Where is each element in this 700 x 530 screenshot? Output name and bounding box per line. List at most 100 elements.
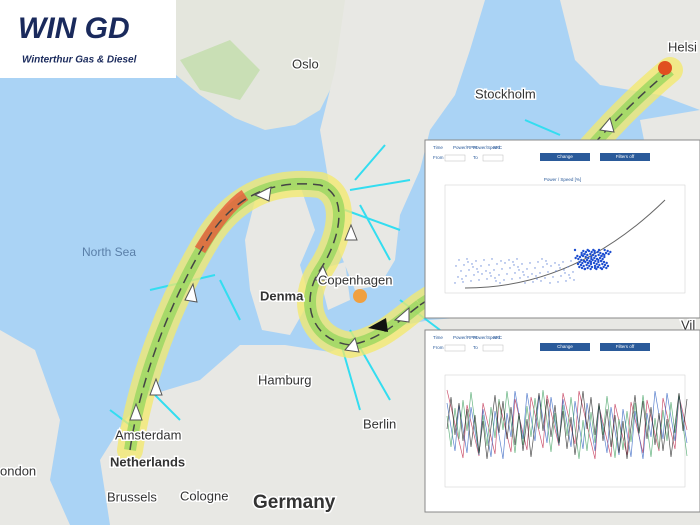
scatter-dot: [514, 272, 516, 274]
scatter-dot: [591, 258, 594, 262]
button[interactable]: [540, 153, 590, 161]
map-label: Helsi: [668, 39, 697, 54]
button-label[interactable]: Filters off: [616, 344, 635, 349]
scatter-dot: [472, 266, 474, 268]
scatter-dot: [592, 261, 596, 265]
to-label: To: [473, 345, 478, 350]
scatter-dot: [550, 265, 552, 267]
scatter-dot: [516, 258, 518, 260]
input: [482, 154, 504, 162]
scatter-dot: [517, 266, 519, 268]
scatter-dot: [478, 279, 480, 281]
logo-box: [0, 0, 176, 78]
scatter-dot: [501, 268, 503, 270]
logo-title: WIN GD: [18, 12, 130, 45]
scatter-dot: [572, 271, 574, 273]
scatter-dot: [562, 261, 564, 263]
scatter-dot: [601, 262, 604, 266]
scatter-dot: [471, 263, 473, 265]
button-label[interactable]: Change: [557, 344, 573, 349]
scatter-dot: [466, 258, 468, 260]
tab: SFC: [493, 145, 503, 150]
scatter-dot: [559, 267, 561, 269]
scatter-dot: [596, 265, 599, 269]
map-label: ondon: [0, 463, 36, 478]
scatter-dot: [600, 254, 603, 258]
button-label[interactable]: Change: [557, 154, 573, 159]
scatter-dot: [584, 255, 587, 259]
scatter-dot: [603, 248, 606, 252]
scatter-dot: [518, 269, 520, 271]
scatter-dot: [512, 261, 514, 263]
scatter-dot: [567, 266, 569, 268]
scatter-dot: [558, 264, 560, 266]
scatter-dot: [594, 259, 597, 263]
plot-area: [444, 184, 686, 294]
to-label: To: [473, 155, 478, 160]
port-marker: [658, 61, 672, 75]
scatter-dot: [526, 268, 528, 270]
scatter-dot: [541, 258, 543, 260]
scatter-dot: [535, 275, 537, 277]
button[interactable]: [600, 153, 650, 161]
scatter-dot: [602, 260, 606, 264]
scatter-dot: [573, 248, 577, 252]
scatter-dot: [461, 278, 463, 280]
scatter-dot: [480, 265, 482, 267]
map-label: Amsterdam: [115, 427, 181, 442]
scatter-dot: [577, 257, 580, 261]
scatter-dot: [576, 262, 580, 266]
scatter-dot: [598, 256, 602, 260]
scatter-dot: [593, 251, 596, 255]
scatter-dot: [523, 274, 525, 276]
scatter-dot: [587, 256, 590, 260]
tab: Power/RPM: [453, 335, 477, 340]
button[interactable]: [600, 343, 650, 351]
scatter-dot: [597, 248, 601, 252]
scatter-dot: [589, 262, 593, 266]
scatter-dot: [578, 260, 581, 264]
input: [444, 344, 466, 352]
scatter-dot: [529, 262, 531, 264]
scatter-dot: [605, 261, 608, 265]
scatter-dot: [455, 265, 457, 267]
scatter-dot: [582, 249, 585, 253]
scatter-dot: [594, 254, 597, 258]
scatter-dot: [586, 253, 589, 257]
scatter-dot: [601, 257, 604, 261]
trace: [446, 390, 688, 460]
scatter-dot: [488, 264, 490, 266]
scatter-dot: [574, 256, 577, 260]
scatter-dot: [565, 280, 567, 282]
route-hot: [194, 190, 249, 254]
scatter-dot: [597, 258, 600, 262]
scatter-dot: [540, 280, 542, 282]
scatter-dot: [522, 271, 524, 273]
scatter-dot: [521, 263, 523, 265]
scatter-dot: [491, 258, 493, 260]
scatter-dot: [500, 260, 502, 262]
scatter-dot: [584, 250, 588, 254]
scatter-dot: [598, 263, 601, 267]
scatter-dot: [527, 276, 529, 278]
button[interactable]: [540, 343, 590, 351]
scatter-dot: [590, 250, 593, 254]
map-label: Hamburg: [258, 372, 311, 387]
scatter-dot: [602, 265, 605, 269]
scatter-dot: [532, 281, 534, 283]
scatter-dot: [581, 261, 584, 265]
scatter-dot: [605, 266, 608, 270]
map-label: Denma: [260, 288, 304, 303]
scatter-dot: [595, 262, 598, 266]
scatter-dot: [477, 271, 479, 273]
button-label[interactable]: Filters off: [616, 154, 635, 159]
panel: [424, 329, 700, 513]
port-marker: [353, 289, 367, 303]
scatter-dot: [496, 263, 498, 265]
forest: [180, 40, 260, 100]
scatter-dot: [504, 262, 506, 264]
scatter-dot: [578, 265, 581, 269]
panel: [424, 139, 700, 319]
scatter-dot: [486, 278, 488, 280]
